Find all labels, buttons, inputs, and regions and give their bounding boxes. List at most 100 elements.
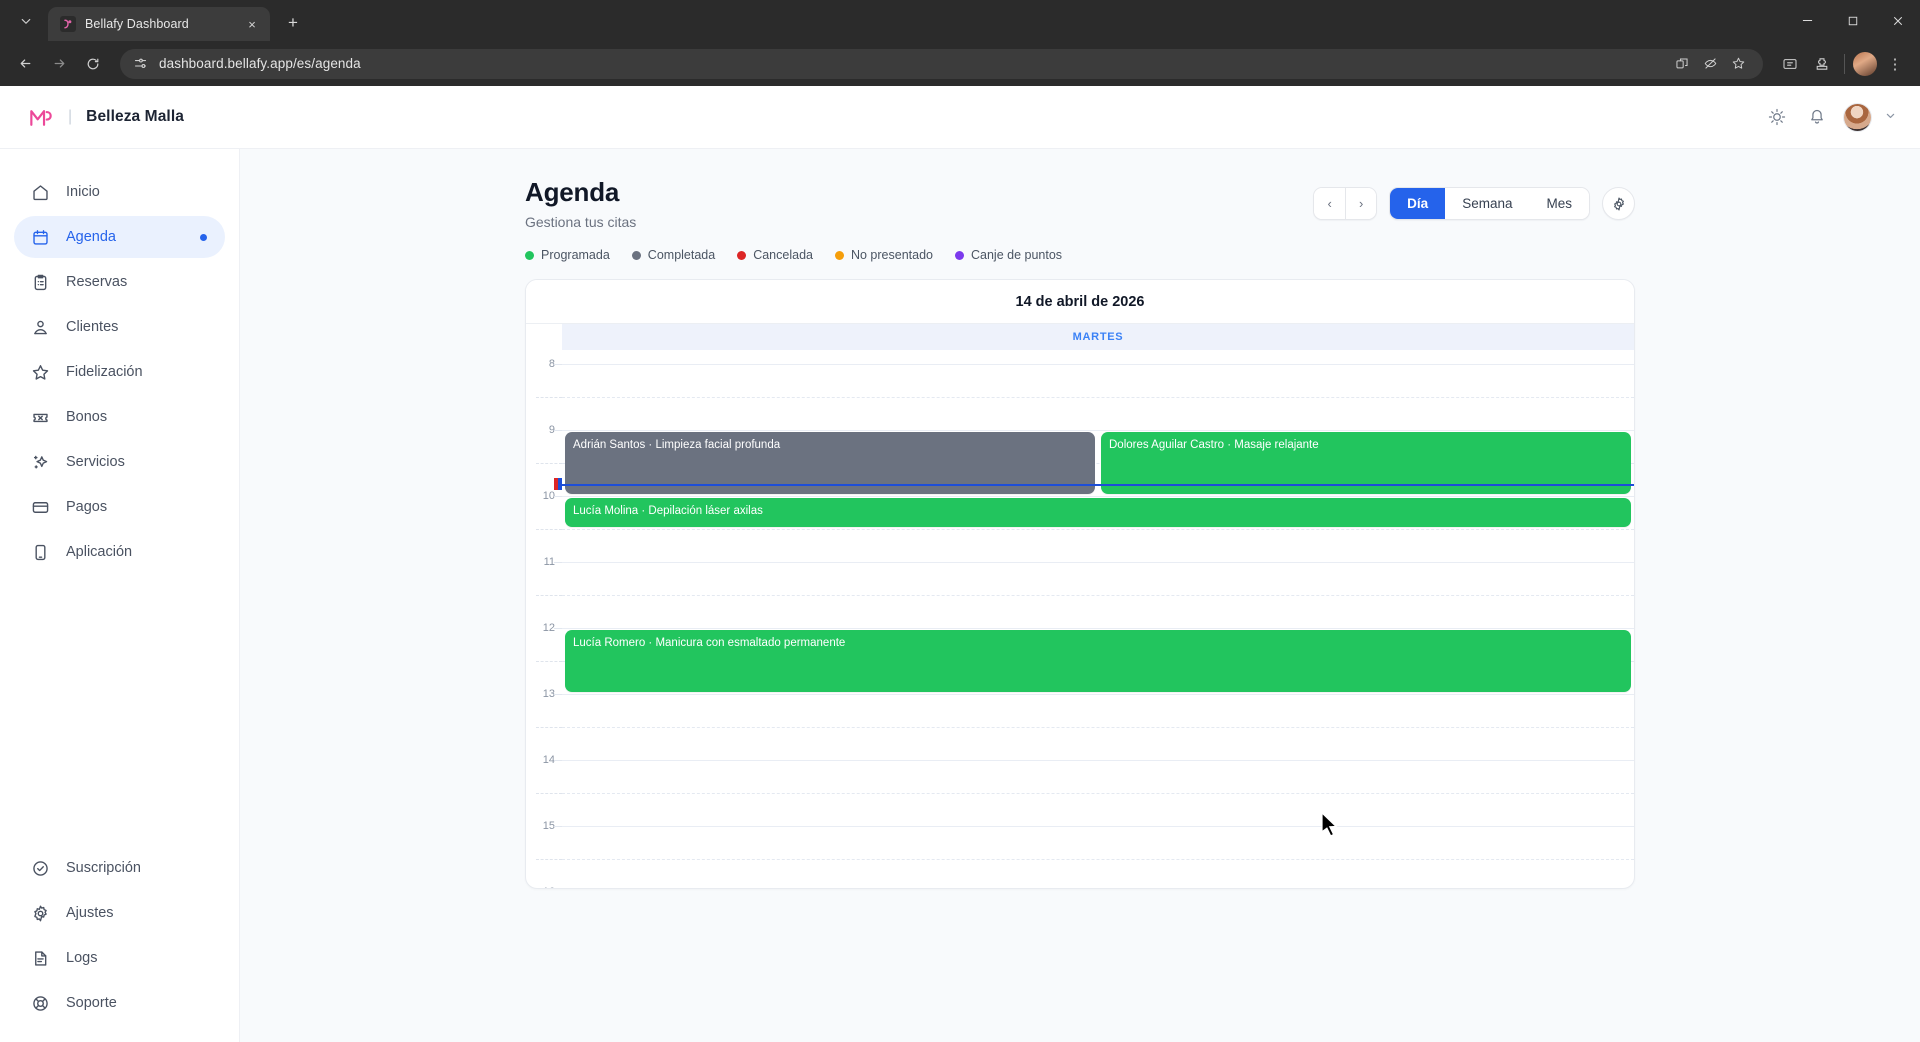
sidebar-item-logs[interactable]: Logs <box>14 937 225 979</box>
half-hour-gridline <box>562 595 1634 596</box>
omnibox[interactable]: dashboard.bellafy.app/es/agenda <box>120 48 1763 79</box>
sidebar-item-soporte[interactable]: Soporte <box>14 982 225 1024</box>
screenshot-icon[interactable] <box>1775 49 1805 79</box>
sidebar-item-inicio[interactable]: Inicio <box>14 171 225 213</box>
browser-menu-icon[interactable]: ⋮ <box>1887 55 1903 73</box>
view-tab-dia[interactable]: Día <box>1390 188 1446 219</box>
sidebar-item-reservas[interactable]: Reservas <box>14 261 225 303</box>
hour-label: 13 <box>542 688 555 700</box>
users-icon <box>30 317 51 338</box>
legend-dot <box>737 250 747 260</box>
window-close-button[interactable] <box>1875 0 1920 41</box>
avatar[interactable] <box>1844 103 1871 131</box>
legend-item-cancelada: Cancelada <box>737 248 813 262</box>
sidebar-item-suscripcion[interactable]: Suscripción <box>14 847 225 889</box>
toolbar-divider <box>1844 53 1845 74</box>
brand[interactable]: | Belleza Malla <box>24 102 184 132</box>
hour-tick <box>554 496 562 497</box>
next-day-button[interactable]: › <box>1345 188 1377 219</box>
browser-tab[interactable]: Bellafy Dashboard × <box>48 7 270 41</box>
main-content: Agenda Gestiona tus citas ‹ › Día Semana <box>240 149 1920 1042</box>
hidden-eye-icon[interactable] <box>1697 51 1723 77</box>
sidebar-item-servicios[interactable]: Servicios <box>14 441 225 483</box>
hour-label: 8 <box>548 358 555 370</box>
sidebar-item-label: Agenda <box>66 229 116 245</box>
window-minimize-button[interactable] <box>1785 0 1830 41</box>
legend-label: No presentado <box>850 248 933 262</box>
sidebar-item-pagos[interactable]: Pagos <box>14 486 225 528</box>
reload-icon[interactable] <box>78 49 108 79</box>
half-hour-tick <box>536 529 562 530</box>
legend-dot <box>954 250 964 260</box>
bellafy-logo-icon <box>24 102 54 132</box>
credit-card-icon <box>30 497 51 518</box>
sidebar-item-bonos[interactable]: Bonos <box>14 396 225 438</box>
browser-tab-title: Bellafy Dashboard <box>85 17 189 31</box>
gear-icon <box>30 903 51 924</box>
home-icon <box>30 182 51 203</box>
sidebar-item-label: Logs <box>66 950 98 966</box>
chevron-down-icon[interactable] <box>1885 110 1896 124</box>
tab-search-chevron-icon[interactable] <box>6 4 46 38</box>
hour-gridline <box>562 694 1634 695</box>
business-name: Belleza Malla <box>86 108 184 125</box>
hour-label: 16 <box>543 886 555 888</box>
half-hour-gridline <box>562 793 1634 794</box>
hour-gridline <box>562 760 1634 761</box>
document-icon <box>30 948 51 969</box>
hour-tick <box>554 430 562 431</box>
sidebar-agenda-badge-dot <box>200 233 207 241</box>
mobile-icon <box>30 542 51 563</box>
legend-label: Completada <box>647 248 716 262</box>
omnibox-url[interactable]: dashboard.bellafy.app/es/agenda <box>159 56 361 71</box>
bookmark-star-icon[interactable] <box>1725 51 1751 77</box>
current-time-marker <box>554 478 562 491</box>
sidebar-item-ajustes[interactable]: Ajustes <box>14 892 225 934</box>
legend-dot <box>834 250 844 260</box>
lifebuoy-icon <box>30 993 51 1014</box>
hour-gridline <box>562 364 1634 365</box>
hour-label: 10 <box>542 490 555 502</box>
forward-icon[interactable] <box>44 49 74 79</box>
view-tab-semana[interactable]: Semana <box>1445 188 1530 219</box>
share-icon[interactable] <box>1669 51 1695 77</box>
browser-profile-avatar[interactable] <box>1852 50 1878 77</box>
calendar-event[interactable]: Lucía Molina · Depilación láser axilas <box>565 498 1631 527</box>
new-tab-button[interactable]: + <box>288 13 298 32</box>
calendar-event[interactable]: Adrián Santos · Limpieza facial profunda <box>565 432 1095 494</box>
bell-icon[interactable] <box>1804 104 1830 130</box>
sidebar-primary-nav: Inicio Agenda Reservas <box>0 171 239 573</box>
view-tab-mes[interactable]: Mes <box>1529 188 1589 219</box>
calendar-event[interactable]: Dolores Aguilar Castro · Masaje relajant… <box>1101 432 1631 494</box>
calendar-event[interactable]: Lucía Romero · Manicura con esmaltado pe… <box>565 630 1631 692</box>
extensions-icon[interactable] <box>1807 49 1837 79</box>
brand-divider: | <box>68 108 73 125</box>
back-icon[interactable] <box>10 49 40 79</box>
calendar-settings-button[interactable] <box>1602 187 1635 220</box>
calendar-card: 14 de abril de 2026 MARTES 8 9 10 11 12 13 14 1… <box>525 279 1635 889</box>
app-body: Inicio Agenda Reservas <box>0 149 1920 1042</box>
prev-day-button[interactable]: ‹ <box>1314 188 1346 219</box>
sidebar-secondary-nav: Suscripción Ajustes Logs <box>0 847 239 1024</box>
tab-close-icon[interactable]: × <box>248 16 256 32</box>
sidebar-item-clientes[interactable]: Clientes <box>14 306 225 348</box>
tab-strip: Bellafy Dashboard × + <box>0 0 1920 41</box>
date-nav-group: ‹ › <box>1313 187 1378 220</box>
sidebar-item-aplicacion[interactable]: Aplicación <box>14 531 225 573</box>
half-hour-tick <box>536 595 562 596</box>
sidebar-item-fidelizacion[interactable]: Fidelización <box>14 351 225 393</box>
status-legend: Programada Completada Cancelada No <box>525 248 1635 262</box>
legend-item-completada: Completada <box>631 248 716 262</box>
page-title: Agenda <box>525 177 620 207</box>
window-maximize-button[interactable] <box>1830 0 1875 41</box>
hour-label: 11 <box>543 556 555 568</box>
sidebar-item-agenda[interactable]: Agenda <box>14 216 225 258</box>
sun-icon[interactable] <box>1764 104 1790 130</box>
hour-gridline <box>562 826 1634 827</box>
half-hour-tick <box>536 397 562 398</box>
half-hour-gridline <box>562 859 1634 860</box>
sidebar-item-label: Fidelización <box>66 364 143 380</box>
site-settings-icon[interactable] <box>132 55 149 72</box>
half-hour-tick <box>536 727 562 728</box>
